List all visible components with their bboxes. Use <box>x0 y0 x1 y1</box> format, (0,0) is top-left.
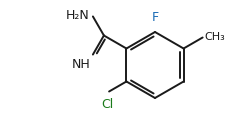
Text: F: F <box>151 11 159 24</box>
Text: Cl: Cl <box>101 98 113 111</box>
Text: CH₃: CH₃ <box>205 32 225 42</box>
Text: H₂N: H₂N <box>66 9 90 22</box>
Text: NH: NH <box>72 58 91 71</box>
